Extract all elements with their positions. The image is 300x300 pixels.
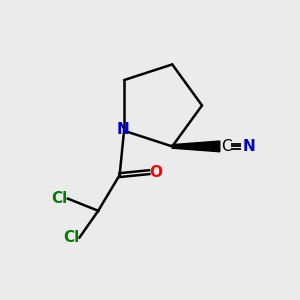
Text: N: N — [117, 122, 130, 137]
Text: Cl: Cl — [63, 230, 79, 245]
Text: N: N — [242, 139, 255, 154]
Text: Cl: Cl — [51, 191, 68, 206]
Text: O: O — [149, 165, 162, 180]
Text: C: C — [221, 139, 232, 154]
Polygon shape — [172, 141, 220, 152]
